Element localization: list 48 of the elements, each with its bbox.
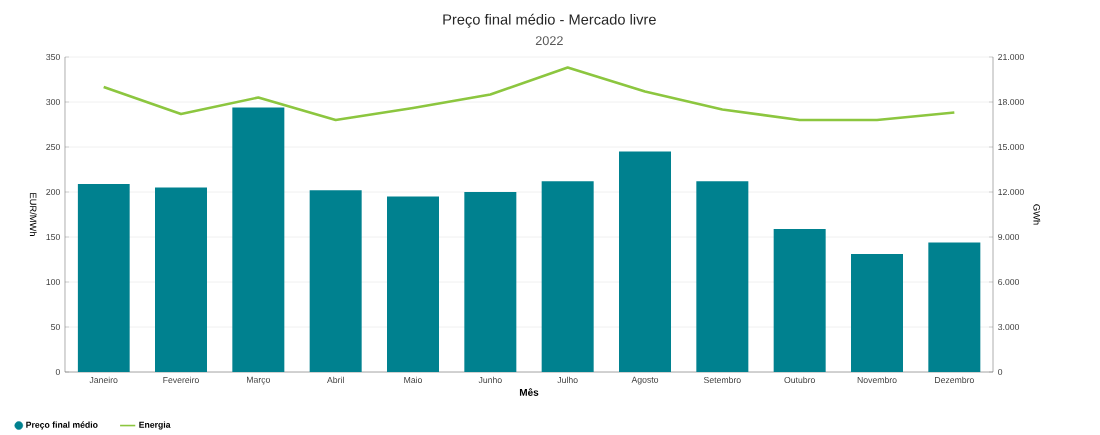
x-tick-label: Março xyxy=(247,376,271,385)
y2-tick-label: 0 xyxy=(998,368,1003,376)
y2-axis-title: GWh xyxy=(1033,204,1041,225)
chart-subtitle: 2022 xyxy=(535,36,563,46)
y-tick-label: 150 xyxy=(46,233,60,241)
y-tick-label: 350 xyxy=(46,53,60,61)
y2-tick-label: 6.000 xyxy=(998,278,1020,286)
bar xyxy=(309,190,362,372)
x-tick-label: Novembro xyxy=(857,376,897,384)
x-tick-label: Julho xyxy=(557,376,578,384)
y2-tick-label: 3.000 xyxy=(998,323,1020,331)
legend-label: Preço final médio xyxy=(26,421,98,430)
chart-title: Preço final médio - Mercado livre xyxy=(443,13,656,28)
x-tick-label: Maio xyxy=(404,376,423,384)
x-tick-label: Fevereiro xyxy=(163,376,199,384)
x-tick-label: Agosto xyxy=(631,376,659,385)
bar xyxy=(387,196,439,372)
y-tick-label: 300 xyxy=(46,98,60,106)
legend-label: Energia xyxy=(139,421,171,430)
y2-tick-label: 12.000 xyxy=(998,188,1024,196)
x-tick-label: Dezembro xyxy=(935,376,974,384)
bar xyxy=(541,181,594,372)
x-tick-label: Outubro xyxy=(784,376,815,384)
bar xyxy=(464,191,517,372)
y-tick-label: 0 xyxy=(55,368,60,376)
x-tick-label: Junho xyxy=(478,376,502,384)
y2-tick-label: 15.000 xyxy=(998,143,1024,151)
bar xyxy=(696,181,749,372)
y-axis-title: EUR/MWh xyxy=(29,193,37,236)
bar xyxy=(619,151,671,372)
y-tick-label: 100 xyxy=(46,278,60,286)
y-tick-label: 250 xyxy=(46,143,60,151)
line-series xyxy=(102,66,956,122)
bar xyxy=(773,228,826,372)
y2-tick-label: 9.000 xyxy=(998,233,1020,241)
y-tick-label: 200 xyxy=(46,188,60,196)
y-tick-label: 50 xyxy=(51,323,60,331)
bar xyxy=(232,107,285,372)
x-axis-title: Mês xyxy=(519,388,539,396)
y2-tick-label: 18.000 xyxy=(998,98,1024,106)
bar xyxy=(928,242,981,372)
bar xyxy=(77,183,130,372)
y2-tick-label: 21.000 xyxy=(998,53,1024,61)
x-tick-label: Abril xyxy=(327,376,344,384)
x-tick-label: Janeiro xyxy=(89,376,118,384)
bar xyxy=(851,254,904,372)
x-tick-label: Setembro xyxy=(703,376,741,384)
bar xyxy=(155,187,207,372)
